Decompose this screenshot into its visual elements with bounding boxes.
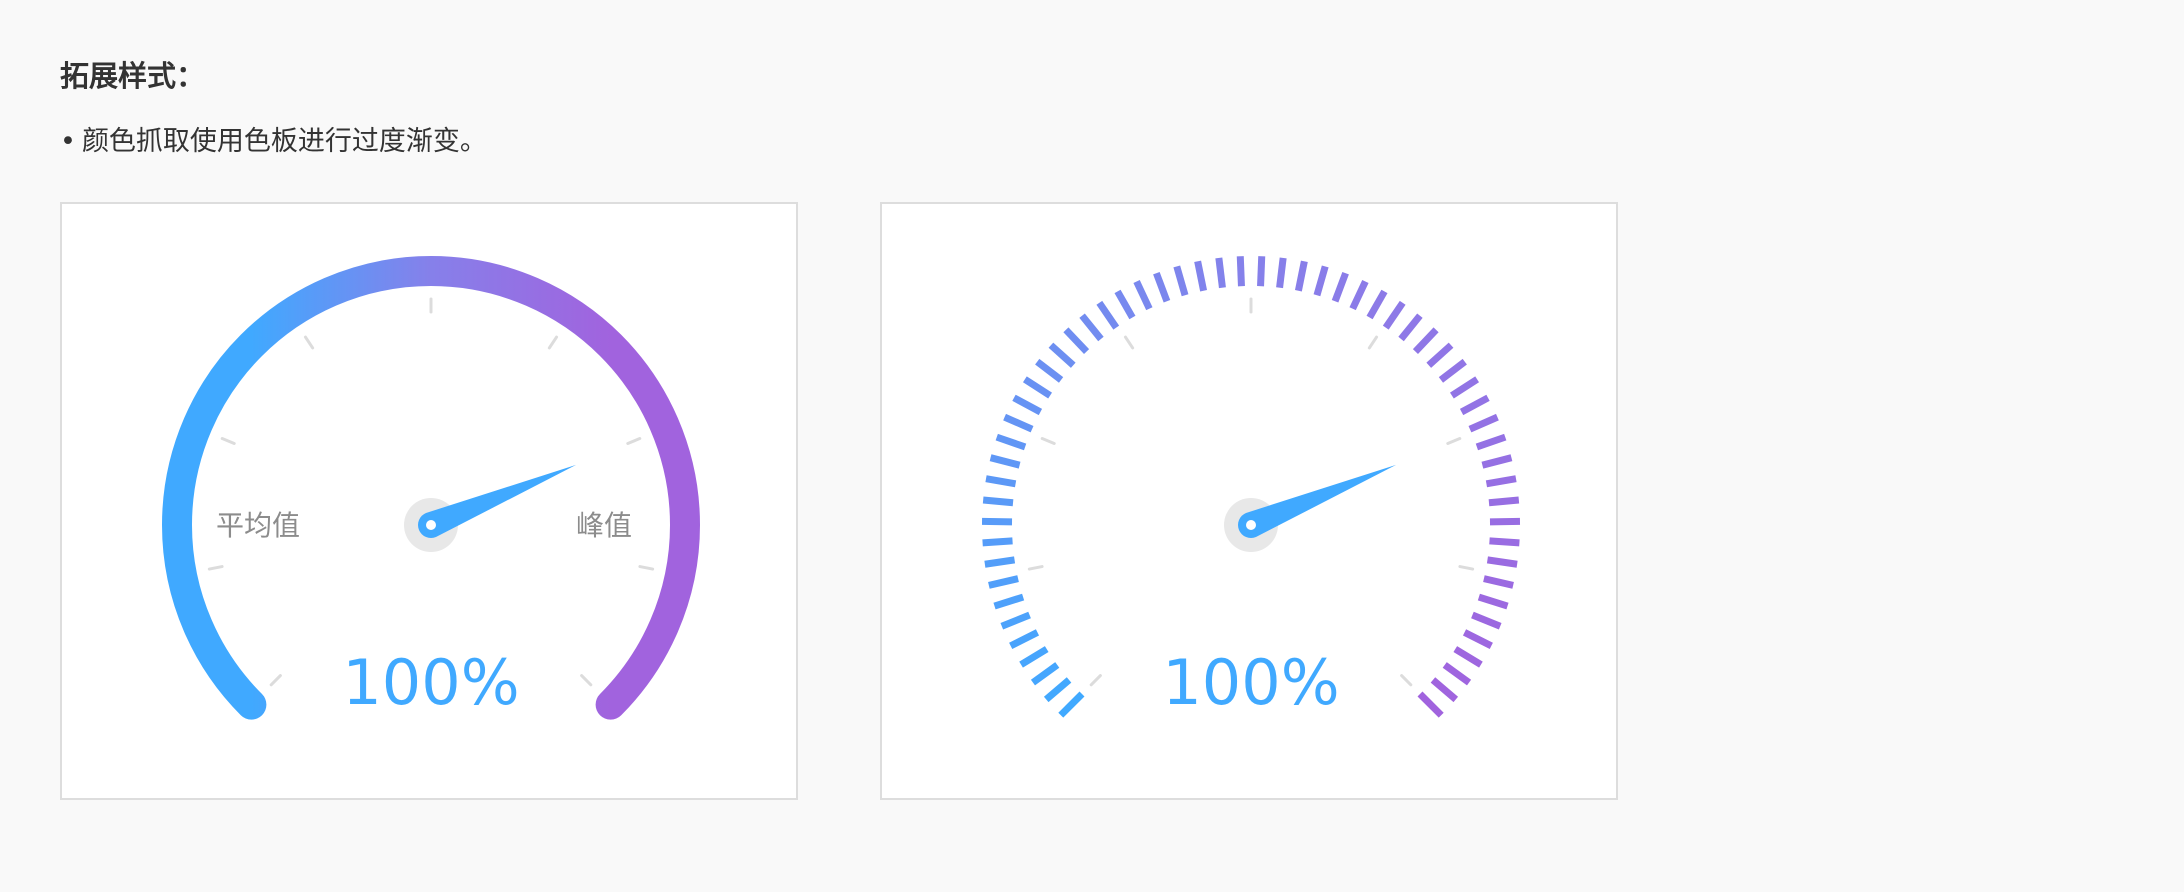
gauge-segment xyxy=(984,556,1016,568)
gauge-segment xyxy=(1114,289,1136,320)
gauge-min-label: 平均值 xyxy=(216,509,300,542)
gauge-segment xyxy=(1442,662,1472,686)
gauge-segment xyxy=(1477,593,1509,610)
gauge-segment xyxy=(1009,629,1040,649)
gauge-segment xyxy=(1481,454,1513,469)
gauge-segment xyxy=(1215,257,1226,289)
gauge-chart-segmented: 100% xyxy=(981,256,1521,719)
gauge-chart-solid: 平均值 峰值 100% xyxy=(162,256,700,720)
gauge-pointer-pivot xyxy=(1246,520,1256,530)
gauge-segment xyxy=(985,475,1017,488)
gauge-segment xyxy=(989,454,1021,469)
gauge-segment xyxy=(1022,376,1052,399)
gauge-segment xyxy=(1417,691,1444,718)
bullet-text: 颜色抓取使用色板进行过度渐变。 xyxy=(81,126,487,157)
gauge-tick xyxy=(220,437,236,445)
gauge-segment xyxy=(1236,256,1245,287)
gauge-segment xyxy=(1063,327,1090,354)
gauge-segment xyxy=(1019,646,1049,668)
gauge-segment xyxy=(1412,327,1439,354)
gauge-arc xyxy=(162,256,700,720)
gauge-segment xyxy=(1453,646,1483,668)
gauge-segment xyxy=(1313,265,1329,297)
gauge-tick xyxy=(1123,335,1135,350)
bullet-item: • 颜色抓取使用色板进行过度渐变。 xyxy=(60,124,487,159)
gauge-tick xyxy=(303,335,315,350)
gauge-pointer-pivot xyxy=(426,520,436,530)
gauge-tick xyxy=(580,674,593,687)
gauge-segment xyxy=(1096,300,1120,330)
gauge-segment xyxy=(995,433,1027,451)
gauge-segment xyxy=(1000,611,1031,630)
gauge-tick xyxy=(547,335,559,350)
gauge-tick xyxy=(207,565,224,571)
gauge-value-text: 100% xyxy=(1162,646,1339,719)
gauge-segment xyxy=(1471,611,1502,630)
gauge-segment xyxy=(982,496,1014,507)
gauge-card-segmented: 100% xyxy=(880,202,1618,800)
gauge-segment xyxy=(1489,537,1520,547)
gauge-segment xyxy=(1349,280,1369,311)
gauge-segment xyxy=(1048,342,1076,368)
gauge-segment xyxy=(1382,300,1406,330)
gauge-segment xyxy=(1012,394,1043,416)
gauge-segment xyxy=(982,537,1013,547)
gauge-segment xyxy=(1133,280,1153,311)
gauge-segment xyxy=(988,575,1019,589)
gauge-segment xyxy=(1153,271,1171,303)
gauge-max-label: 峰值 xyxy=(576,509,632,542)
gauge-segment xyxy=(1450,376,1480,399)
gauge-segment xyxy=(1486,556,1518,568)
gauge-segment xyxy=(1483,575,1514,589)
gauge-pointer xyxy=(1238,464,1397,538)
gauge-segment xyxy=(1468,413,1499,433)
gauge-segment xyxy=(1058,691,1085,718)
gauge-segment xyxy=(1331,271,1349,303)
gauge-segment xyxy=(1366,289,1388,320)
gauge-segment xyxy=(1485,475,1517,488)
gauge-card-solid: 平均值 峰值 100% xyxy=(60,202,798,800)
gauge-segment xyxy=(1194,260,1208,292)
gauge-segment xyxy=(1430,677,1459,703)
gauge-segment xyxy=(1257,256,1266,287)
section-heading: 拓展样式： xyxy=(60,59,206,93)
gauge-tick xyxy=(1446,437,1462,445)
gauge-tick xyxy=(1089,674,1102,687)
gauge-segment xyxy=(1003,413,1034,433)
gauge-tick xyxy=(1040,437,1056,445)
gauge-segment xyxy=(1030,662,1060,686)
gauge-segment xyxy=(1475,433,1507,451)
gauge-tick xyxy=(626,437,642,445)
gauge-tick xyxy=(1027,565,1044,571)
gauge-segment xyxy=(1173,265,1189,297)
gauge-tick xyxy=(269,674,282,687)
gauge-segment xyxy=(1459,394,1490,416)
gauge-tick xyxy=(1367,335,1379,350)
gauge-pointer xyxy=(418,464,577,538)
gauge-segment xyxy=(1438,358,1467,383)
gauge-segment xyxy=(1035,358,1064,383)
gauge-segment xyxy=(1043,677,1072,703)
gauge-segment xyxy=(993,593,1025,610)
gauge-tick xyxy=(1458,565,1475,571)
gauge-segment xyxy=(1079,313,1104,342)
gauge-segment xyxy=(1426,342,1454,368)
gauge-value-text: 100% xyxy=(342,646,519,719)
gauge-segment xyxy=(1276,257,1287,289)
bullet-dot: • xyxy=(60,126,76,157)
gauge-segment xyxy=(1488,496,1520,507)
gauge-segment xyxy=(1398,313,1423,342)
gauge-tick xyxy=(1400,674,1413,687)
gauge-segment xyxy=(1462,629,1493,649)
gauge-segment xyxy=(1294,260,1308,292)
gauge-tick xyxy=(638,565,655,571)
